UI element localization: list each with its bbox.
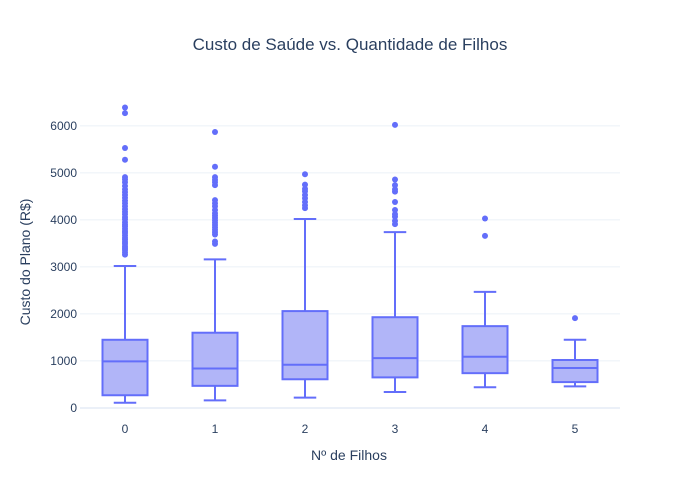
y-tick-label: 0 <box>70 401 77 415</box>
outlier-point <box>122 144 128 151</box>
outlier-point <box>392 182 398 189</box>
box-plot-3 <box>371 121 419 393</box>
outlier-point <box>212 163 218 170</box>
x-tick-label: 4 <box>482 422 489 436</box>
outlier-point <box>482 215 488 222</box>
outlier-point <box>392 207 398 214</box>
outlier-point <box>122 104 128 111</box>
outlier-point <box>122 156 128 163</box>
outlier-point <box>392 186 398 193</box>
x-tick-label: 3 <box>392 422 399 436</box>
box-plot-5 <box>551 315 599 388</box>
outlier-point <box>392 199 398 206</box>
outlier-point <box>212 197 218 204</box>
outlier-point <box>302 171 308 178</box>
x-tick-label: 2 <box>302 422 309 436</box>
x-tick-label: 1 <box>212 422 219 436</box>
outlier-point <box>302 185 308 192</box>
outlier-point <box>212 174 218 181</box>
x-tick-label: 5 <box>572 422 579 436</box>
y-tick-label: 1000 <box>50 354 77 368</box>
box-plot-4 <box>461 215 509 389</box>
x-axis-label: Nº de Filhos <box>311 447 387 463</box>
x-tick-label: 0 <box>122 422 129 436</box>
y-tick-labels: 0 1000 2000 3000 4000 5000 6000 <box>50 119 77 415</box>
outlier-point <box>482 232 488 239</box>
y-tick-label: 5000 <box>50 166 77 180</box>
outlier-point <box>302 181 308 188</box>
outlier-point <box>122 110 128 117</box>
box-plot-0 <box>101 104 149 404</box>
iqr-box <box>191 331 239 387</box>
outlier-point <box>392 211 398 218</box>
outlier-point <box>392 121 398 128</box>
boxes-layer <box>101 104 599 404</box>
outlier-point <box>122 174 128 181</box>
y-tick-label: 4000 <box>50 213 77 227</box>
outlier-point <box>212 238 218 245</box>
outlier-point <box>572 315 578 322</box>
y-tick-label: 2000 <box>50 307 77 321</box>
box-plot-1 <box>191 128 239 402</box>
grid <box>80 125 620 409</box>
chart-title: Custo de Saúde vs. Quantidade de Filhos <box>193 35 508 54</box>
outlier-point <box>212 128 218 135</box>
outlier-point <box>392 217 398 224</box>
box-plot-2 <box>281 171 329 399</box>
y-axis-label: Custo do Plano (R$) <box>17 199 33 326</box>
y-tick-label: 6000 <box>50 119 77 133</box>
iqr-box <box>551 358 599 384</box>
x-tick-labels: 0 1 2 3 4 5 <box>122 422 579 436</box>
iqr-box <box>461 325 509 375</box>
iqr-box <box>371 316 419 379</box>
y-tick-label: 3000 <box>50 260 77 274</box>
iqr-box <box>101 338 149 397</box>
outlier-point <box>392 176 398 183</box>
iqr-box <box>281 310 329 381</box>
